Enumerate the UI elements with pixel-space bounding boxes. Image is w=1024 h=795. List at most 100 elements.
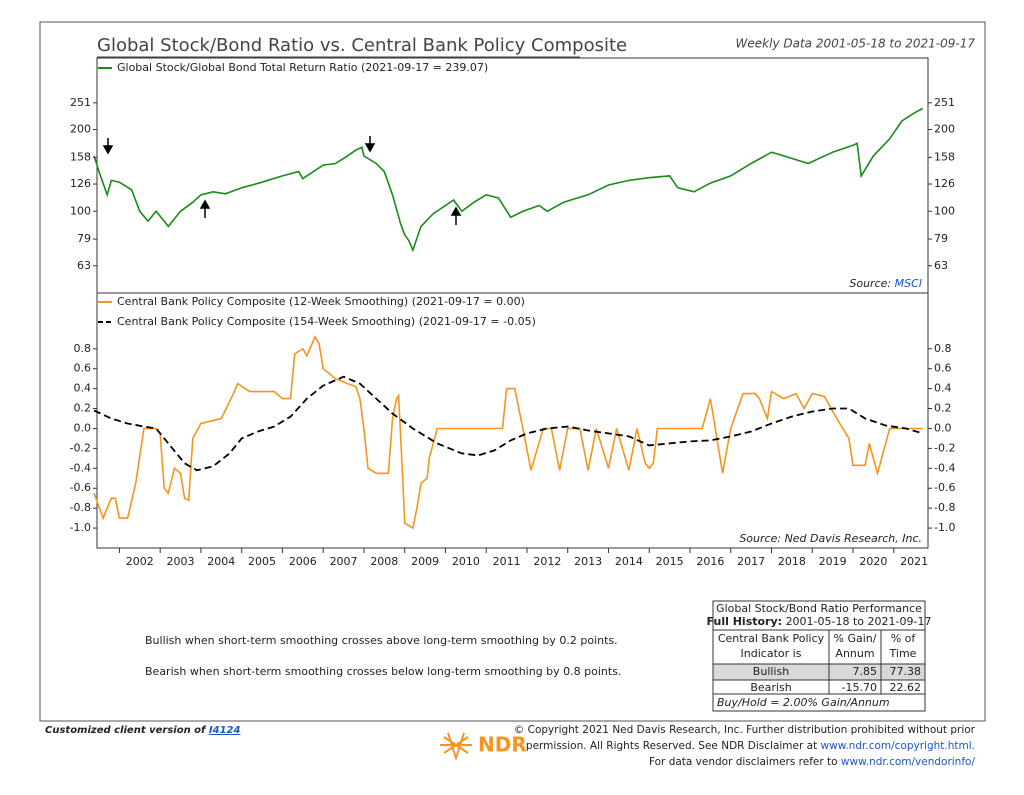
x-tick-label: 2011 (493, 555, 521, 568)
x-tick-label: 2015 (656, 555, 684, 568)
y-tick-label-right: 200 (934, 123, 955, 136)
logo-mark (440, 732, 472, 762)
x-tick-label: 2010 (452, 555, 480, 568)
client-note: Customized client version of I4124 (45, 725, 240, 736)
x-tick-label: 2009 (411, 555, 439, 568)
copyright-text: For data vendor disclaimers refer to (649, 756, 838, 768)
x-tick-label: 2019 (819, 555, 847, 568)
x-tick-label: 2020 (859, 555, 887, 568)
table-header: % of (891, 632, 917, 645)
y-tick-label: 0.2 (74, 402, 92, 415)
note: Bullish when short-term smoothing crosse… (145, 634, 618, 647)
series-line (93, 335, 923, 530)
x-tick-label: 2002 (126, 555, 154, 568)
chart-title: Global Stock/Bond Ratio vs. Central Bank… (97, 35, 627, 56)
note: Bearish when short-term smoothing crosse… (145, 665, 621, 678)
signal-arrows (102, 136, 462, 225)
y-tick-label-right: 0.8 (934, 342, 952, 355)
legend-label: Central Bank Policy Composite (154-Week … (117, 315, 536, 328)
y-tick-label-right: -0.8 (934, 501, 955, 514)
table-frame (712, 600, 926, 712)
y-tick-label: -0.4 (70, 461, 91, 474)
series-line (93, 107, 924, 253)
client-text: Customized client version of (45, 725, 207, 736)
link: www.ndr.com/copyright.html. (821, 740, 975, 752)
x-tick-label: 2014 (615, 555, 643, 568)
x-tick-label: 2013 (574, 555, 602, 568)
y-tick-label: 251 (70, 96, 91, 109)
link: www.ndr.com/vendorinfo/ (841, 756, 976, 768)
client-code: I4124 (209, 725, 241, 736)
x-tick-label: 2003 (167, 555, 195, 568)
y-tick-label: -1.0 (70, 521, 91, 534)
table-history: Full History: 2001-05-18 to 2021-09-17 (707, 615, 932, 628)
table-cell: -15.70 (842, 681, 877, 694)
source-label: Source: (849, 277, 891, 290)
y-tick-label: -0.8 (70, 501, 91, 514)
y-tick-label: -0.6 (70, 481, 91, 494)
logo: NDR (478, 733, 527, 757)
y-tick-label-right: 0.4 (934, 382, 952, 395)
copyright-text: permission. All Rights Reserved. See NDR… (526, 740, 817, 752)
x-tick-label: 2004 (207, 555, 235, 568)
table-header: Annum (835, 647, 874, 660)
table-cell: Bearish (750, 681, 791, 694)
source-name: MSCI (895, 277, 922, 290)
x-tick-label: 2006 (289, 555, 317, 568)
y-tick-label-right: -0.2 (934, 441, 955, 454)
y-tick-label: -0.2 (70, 441, 91, 454)
source: Source: Ned Davis Research, Inc. (739, 532, 922, 545)
y-tick-label: 158 (70, 150, 91, 163)
y-tick-label: 0.6 (74, 362, 92, 375)
table-cell: Bullish (753, 665, 789, 678)
y-tick-label-right: -0.6 (934, 481, 955, 494)
x-tick-label: 2018 (778, 555, 806, 568)
frame (39, 21, 986, 722)
source-name: Ned Davis Research, Inc. (785, 532, 922, 545)
top-panel (96, 57, 929, 294)
copyright: permission. All Rights Reserved. See NDR… (526, 740, 975, 752)
history: 2001-05-18 to 2021-09-17 (786, 615, 932, 628)
y-tick-label: 100 (70, 204, 91, 217)
subtitle: Weekly Data 2001-05-18 to 2021-09-17 (736, 37, 976, 51)
y-tick-label: 79 (77, 232, 91, 245)
legend-label: Central Bank Policy Composite (12-Week S… (117, 295, 525, 308)
history-label: Full History: (707, 615, 783, 628)
x-tick-label: 2005 (248, 555, 276, 568)
y-tick-label: 0.0 (74, 421, 92, 434)
table-header: Time (889, 647, 917, 660)
x-tick-label: 2012 (533, 555, 561, 568)
legend-label: Global Stock/Global Bond Total Return Ra… (117, 61, 488, 74)
x-tick-label: 2017 (737, 555, 765, 568)
copyright-text: © Copyright 2021 Ned Davis Research, Inc… (514, 724, 976, 736)
table-header: Central Bank Policy (718, 632, 825, 645)
table-footnote: Buy/Hold = 2.00% Gain/Annum (717, 696, 890, 709)
x-tick-label: 2021 (900, 555, 928, 568)
y-tick-label-right: 0.2 (934, 402, 952, 415)
bottom-panel (96, 292, 929, 549)
y-tick-label-right: 158 (934, 150, 955, 163)
x-tick-label: 2007 (330, 555, 358, 568)
table-header: Indicator is (741, 647, 802, 660)
table-header: % Gain/ (834, 632, 877, 645)
table-cell: 77.38 (890, 665, 922, 678)
y-tick-label: 63 (77, 259, 91, 272)
source: Source: MSCI (849, 277, 922, 290)
table-cell: 22.62 (890, 681, 922, 694)
y-tick-label-right: 251 (934, 96, 955, 109)
table-cell: 7.85 (853, 665, 878, 678)
y-tick-label-right: 63 (934, 259, 948, 272)
y-tick-label-right: 126 (934, 177, 955, 190)
source-label: Source: (739, 532, 781, 545)
y-tick-label: 200 (70, 123, 91, 136)
table-title: Global Stock/Bond Ratio Performance (716, 602, 922, 615)
copyright: For data vendor disclaimers refer to www… (649, 756, 976, 768)
y-tick-label-right: -0.4 (934, 461, 955, 474)
y-tick-label-right: 0.6 (934, 362, 952, 375)
series-line (93, 375, 923, 472)
y-tick-label-right: 0.0 (934, 421, 952, 434)
y-tick-label-right: 100 (934, 204, 955, 217)
y-tick-label: 0.8 (74, 342, 92, 355)
y-tick-label-right: -1.0 (934, 521, 955, 534)
y-tick-label-right: 79 (934, 232, 948, 245)
